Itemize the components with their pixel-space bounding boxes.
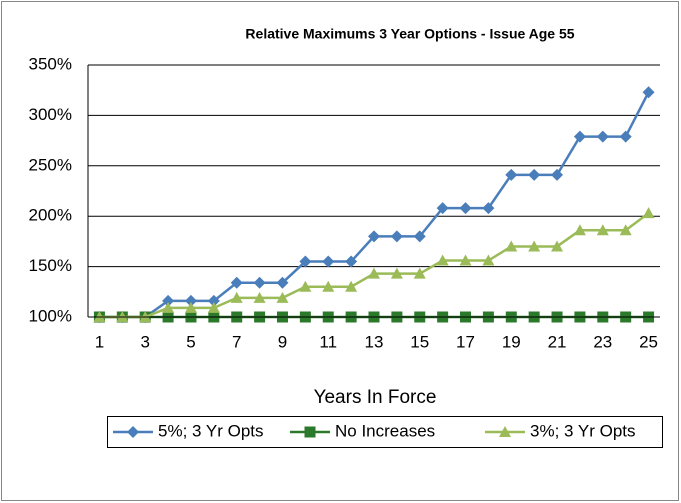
marker-diamond bbox=[368, 230, 380, 243]
marker-triangle bbox=[207, 301, 220, 313]
marker-diamond bbox=[345, 255, 358, 268]
marker-triangle bbox=[322, 280, 335, 292]
chart-title: Relative Maximums 3 Year Options - Issue… bbox=[245, 26, 574, 42]
x-tick-label: 21 bbox=[548, 332, 567, 351]
marker-diamond bbox=[276, 276, 289, 289]
marker-triangle bbox=[390, 267, 403, 279]
legend-label: 5%; 3 Yr Opts bbox=[158, 421, 264, 440]
y-tick-label: 250% bbox=[29, 155, 72, 174]
marker-diamond bbox=[253, 276, 266, 289]
x-axis-title: Years In Force bbox=[314, 387, 437, 408]
marker-triangle bbox=[184, 301, 197, 313]
x-tick-label: 3 bbox=[140, 332, 149, 351]
y-tick-label: 200% bbox=[29, 206, 72, 225]
marker-triangle bbox=[642, 207, 655, 219]
marker-diamond bbox=[184, 294, 197, 307]
x-tick-label: 19 bbox=[502, 332, 521, 351]
legend-label: No Increases bbox=[335, 421, 435, 440]
x-tick-label: 25 bbox=[639, 332, 658, 351]
marker-diamond bbox=[505, 168, 518, 181]
y-tick-label: 100% bbox=[29, 306, 72, 325]
x-tick-label: 11 bbox=[319, 332, 337, 351]
y-tick-label: 150% bbox=[29, 256, 72, 275]
marker-diamond bbox=[322, 255, 335, 268]
x-tick-label: 1 bbox=[95, 332, 104, 351]
marker-triangle bbox=[459, 254, 472, 266]
marker-triangle bbox=[299, 280, 312, 292]
marker-triangle bbox=[162, 301, 175, 313]
marker-diamond bbox=[551, 168, 564, 181]
x-tick-label: 13 bbox=[365, 332, 384, 351]
x-tick-label: 23 bbox=[593, 332, 612, 351]
marker-triangle bbox=[505, 240, 518, 252]
marker-diamond bbox=[528, 168, 541, 181]
marker-diamond bbox=[413, 230, 426, 243]
marker-diamond bbox=[207, 294, 220, 307]
marker-triangle bbox=[413, 267, 426, 279]
marker-triangle bbox=[436, 254, 449, 266]
marker-diamond bbox=[596, 130, 609, 143]
marker-triangle bbox=[619, 224, 632, 236]
marker-square bbox=[304, 426, 316, 438]
marker-diamond bbox=[573, 130, 586, 143]
marker-diamond bbox=[299, 255, 312, 268]
marker-triangle bbox=[368, 267, 380, 279]
marker-triangle bbox=[253, 291, 266, 303]
marker-triangle bbox=[230, 291, 243, 303]
x-tick-label: 7 bbox=[232, 332, 241, 351]
marker-triangle bbox=[596, 224, 609, 236]
y-tick-label: 300% bbox=[29, 105, 72, 124]
marker-triangle bbox=[573, 224, 586, 236]
marker-triangle bbox=[345, 280, 358, 292]
x-tick-label: 15 bbox=[410, 332, 429, 351]
marker-diamond bbox=[459, 202, 472, 215]
marker-diamond bbox=[230, 276, 243, 289]
marker-diamond bbox=[162, 294, 175, 307]
marker-diamond bbox=[642, 86, 655, 99]
marker-triangle bbox=[499, 426, 511, 437]
marker-diamond bbox=[482, 202, 495, 215]
marker-triangle bbox=[551, 240, 564, 252]
x-tick-label: 9 bbox=[278, 332, 287, 351]
marker-triangle bbox=[276, 291, 289, 303]
marker-triangle bbox=[528, 240, 541, 252]
marker-triangle bbox=[482, 254, 495, 266]
marker-diamond bbox=[390, 230, 403, 243]
y-tick-label: 350% bbox=[29, 54, 72, 73]
legend-label: 3%; 3 Yr Opts bbox=[530, 421, 636, 440]
marker-diamond bbox=[127, 426, 139, 438]
legend-box bbox=[107, 416, 663, 448]
marker-diamond bbox=[436, 202, 449, 215]
marker-diamond bbox=[619, 130, 632, 143]
x-tick-label: 5 bbox=[186, 332, 195, 351]
x-tick-label: 17 bbox=[456, 332, 475, 351]
